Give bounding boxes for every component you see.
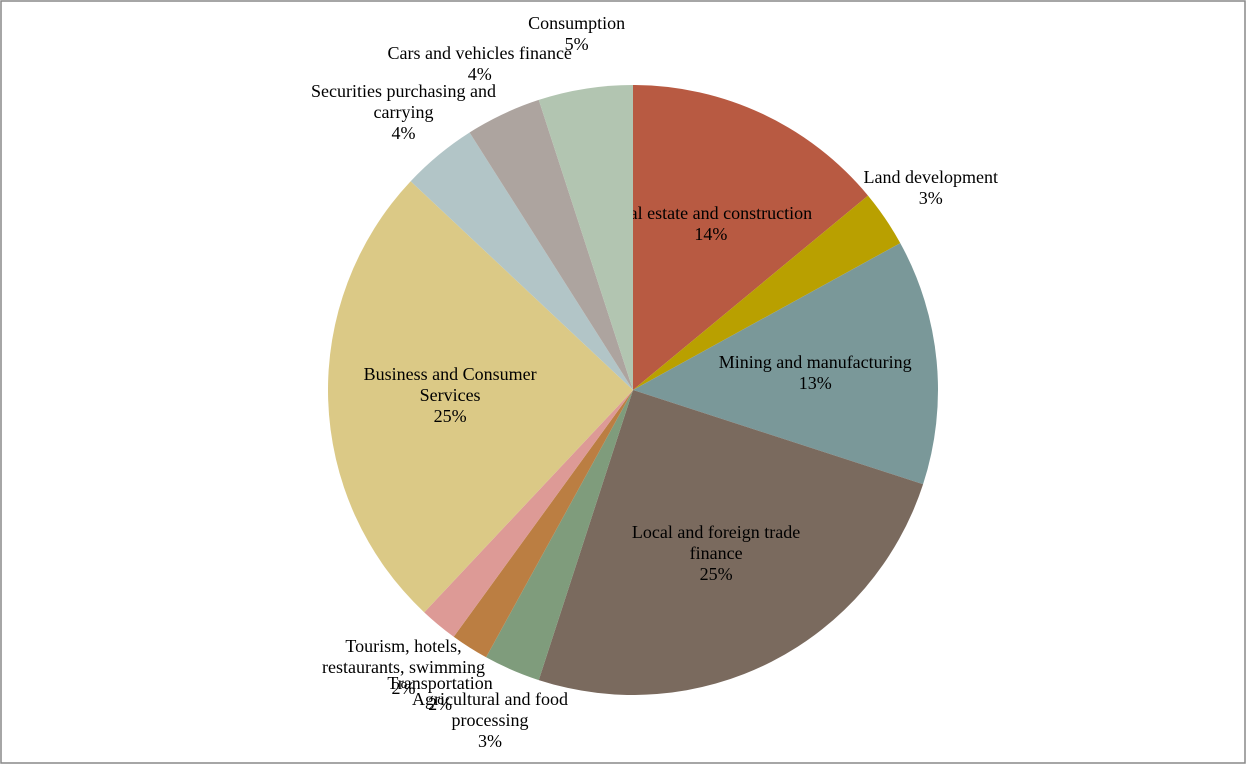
- value-label: 14%: [694, 224, 728, 245]
- value-label: 25%: [433, 406, 467, 427]
- category-label: Real estate and construction: [609, 203, 813, 224]
- slice-label-box: Land development 3%: [816, 143, 1046, 233]
- pie-slice: [469, 99, 633, 390]
- pie-slice: [633, 243, 939, 485]
- pie-slice: [633, 85, 869, 390]
- pie-slice: [328, 181, 633, 613]
- category-label: Consumption: [528, 13, 626, 34]
- slice-label-text: Business and Consumer Services 25%: [345, 364, 555, 427]
- slice-label-text: Transportation 2%: [340, 673, 540, 715]
- value-label: 13%: [798, 372, 832, 393]
- category-label: Agricultural and food processing: [412, 688, 568, 730]
- pie-slice: [538, 85, 633, 390]
- slice-label-text: Securities purchasing and carrying 4%: [304, 81, 504, 144]
- pie-slice: [410, 132, 633, 390]
- category-label: Mining and manufacturing: [718, 351, 912, 372]
- pie-slice: [538, 390, 924, 695]
- slice-label-text: Cars and vehicles finance 4%: [380, 43, 580, 85]
- pie-slice: [486, 390, 633, 681]
- pie-slice: [633, 195, 901, 390]
- value-label: 3%: [918, 187, 943, 208]
- value-label: 4%: [467, 64, 492, 85]
- slice-label-box: Consumption 5%: [462, 0, 692, 79]
- slice-label-text: Real estate and construction 14%: [606, 203, 816, 245]
- slice-label-text: Mining and manufacturing 13%: [710, 352, 920, 394]
- value-label: 25%: [699, 563, 733, 584]
- value-label: 5%: [564, 34, 589, 55]
- value-label: 4%: [391, 123, 416, 144]
- slice-label-box: Tourism, hotels, restaurants, swimming 2%: [289, 622, 519, 712]
- category-label: Transportation: [387, 672, 493, 693]
- slice-label-box: Real estate and construction 14%: [596, 179, 826, 269]
- slice-label-text: Tourism, hotels, restaurants, swimming 2%: [304, 636, 504, 699]
- category-label: Business and Consumer Services: [363, 364, 537, 406]
- value-label: 3%: [478, 730, 503, 751]
- slice-label-box: Business and Consumer Services 25%: [335, 351, 565, 441]
- slice-label-box: Transportation 2%: [325, 649, 555, 739]
- category-label: Tourism, hotels, restaurants, swimming: [322, 635, 485, 677]
- pie-slice: [424, 390, 633, 637]
- slice-label-box: Cars and vehicles finance 4%: [365, 19, 595, 109]
- slice-label-text: Local and foreign trade finance 25%: [611, 522, 821, 585]
- category-label: Land development: [863, 166, 998, 187]
- value-label: 2%: [391, 677, 416, 698]
- category-label: Securities purchasing and carrying: [311, 81, 496, 123]
- category-label: Cars and vehicles finance: [387, 43, 572, 64]
- slice-label-text: Consumption 5%: [477, 13, 677, 55]
- slice-label-text: Land development 3%: [831, 167, 1031, 209]
- slice-label-text: Agricultural and food processing 3%: [390, 689, 590, 752]
- slice-label-box: Securities purchasing and carrying 4%: [289, 68, 519, 158]
- value-label: 2%: [428, 693, 453, 714]
- category-label: Local and foreign trade finance: [631, 521, 801, 563]
- slice-label-box: Mining and manufacturing 13%: [700, 328, 930, 418]
- slice-label-box: Local and foreign trade finance 25%: [601, 508, 831, 598]
- slice-label-box: Agricultural and food processing 3%: [375, 675, 605, 765]
- pie-slice: [453, 390, 633, 658]
